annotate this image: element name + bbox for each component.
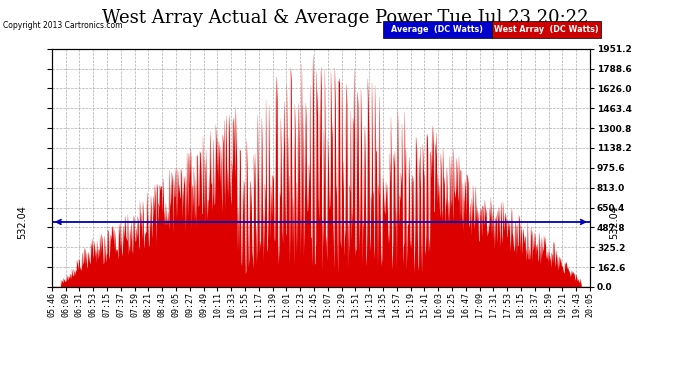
Text: West Array Actual & Average Power Tue Jul 23 20:22: West Array Actual & Average Power Tue Ju… xyxy=(101,9,589,27)
Text: West Array  (DC Watts): West Array (DC Watts) xyxy=(494,25,599,34)
Text: Copyright 2013 Cartronics.com: Copyright 2013 Cartronics.com xyxy=(3,21,123,30)
Text: 532.04: 532.04 xyxy=(609,205,619,239)
Text: 532.04: 532.04 xyxy=(17,205,27,239)
Text: Average  (DC Watts): Average (DC Watts) xyxy=(391,25,484,34)
